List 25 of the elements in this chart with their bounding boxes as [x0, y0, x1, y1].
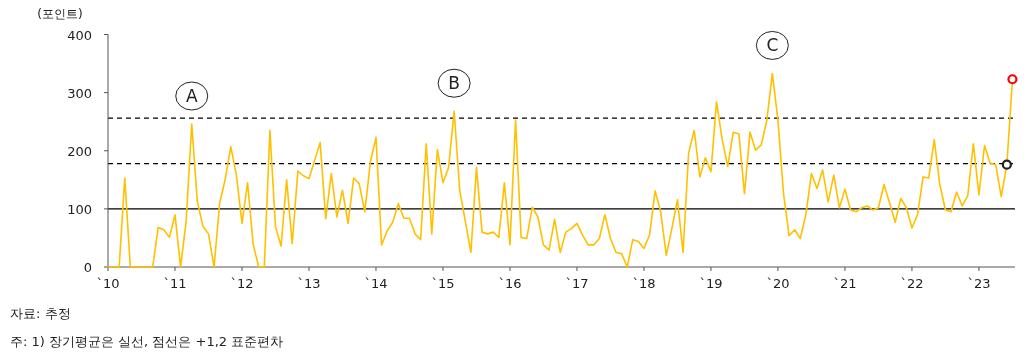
x-tick-label: `23: [967, 276, 991, 291]
y-tick-label: 0: [83, 260, 92, 275]
x-tick-label: `19: [699, 276, 723, 291]
x-tick-label: `20: [766, 276, 790, 291]
text: 주: 1) 장기평균은 실선, 점선은 +1,2 표준편차: [10, 334, 284, 349]
x-tick-label: `16: [498, 276, 522, 291]
x-tick-label: `15: [431, 276, 455, 291]
text: 자료: 추정: [10, 306, 71, 321]
x-tick-label: `10: [96, 276, 120, 291]
annotation: B: [448, 73, 460, 94]
annotation: A: [185, 86, 198, 107]
y-tick-label: 300: [67, 85, 92, 101]
x-tick-label: `18: [632, 276, 656, 291]
x-tick-label: `22: [900, 276, 924, 291]
annotation: C: [766, 35, 779, 56]
y-tick-label: 100: [67, 201, 92, 217]
x-tick-label: `14: [364, 276, 388, 291]
x-tick-label: `12: [230, 276, 254, 291]
y-tick-label: 200: [67, 143, 92, 159]
y-axis-title: (포인트): [37, 7, 83, 21]
x-tick-label: `21: [833, 276, 857, 291]
x-tick-label: `17: [565, 276, 589, 291]
y-tick-label: 400: [67, 27, 92, 43]
x-tick-label: `11: [163, 276, 187, 291]
x-tick-label: `13: [297, 276, 321, 291]
